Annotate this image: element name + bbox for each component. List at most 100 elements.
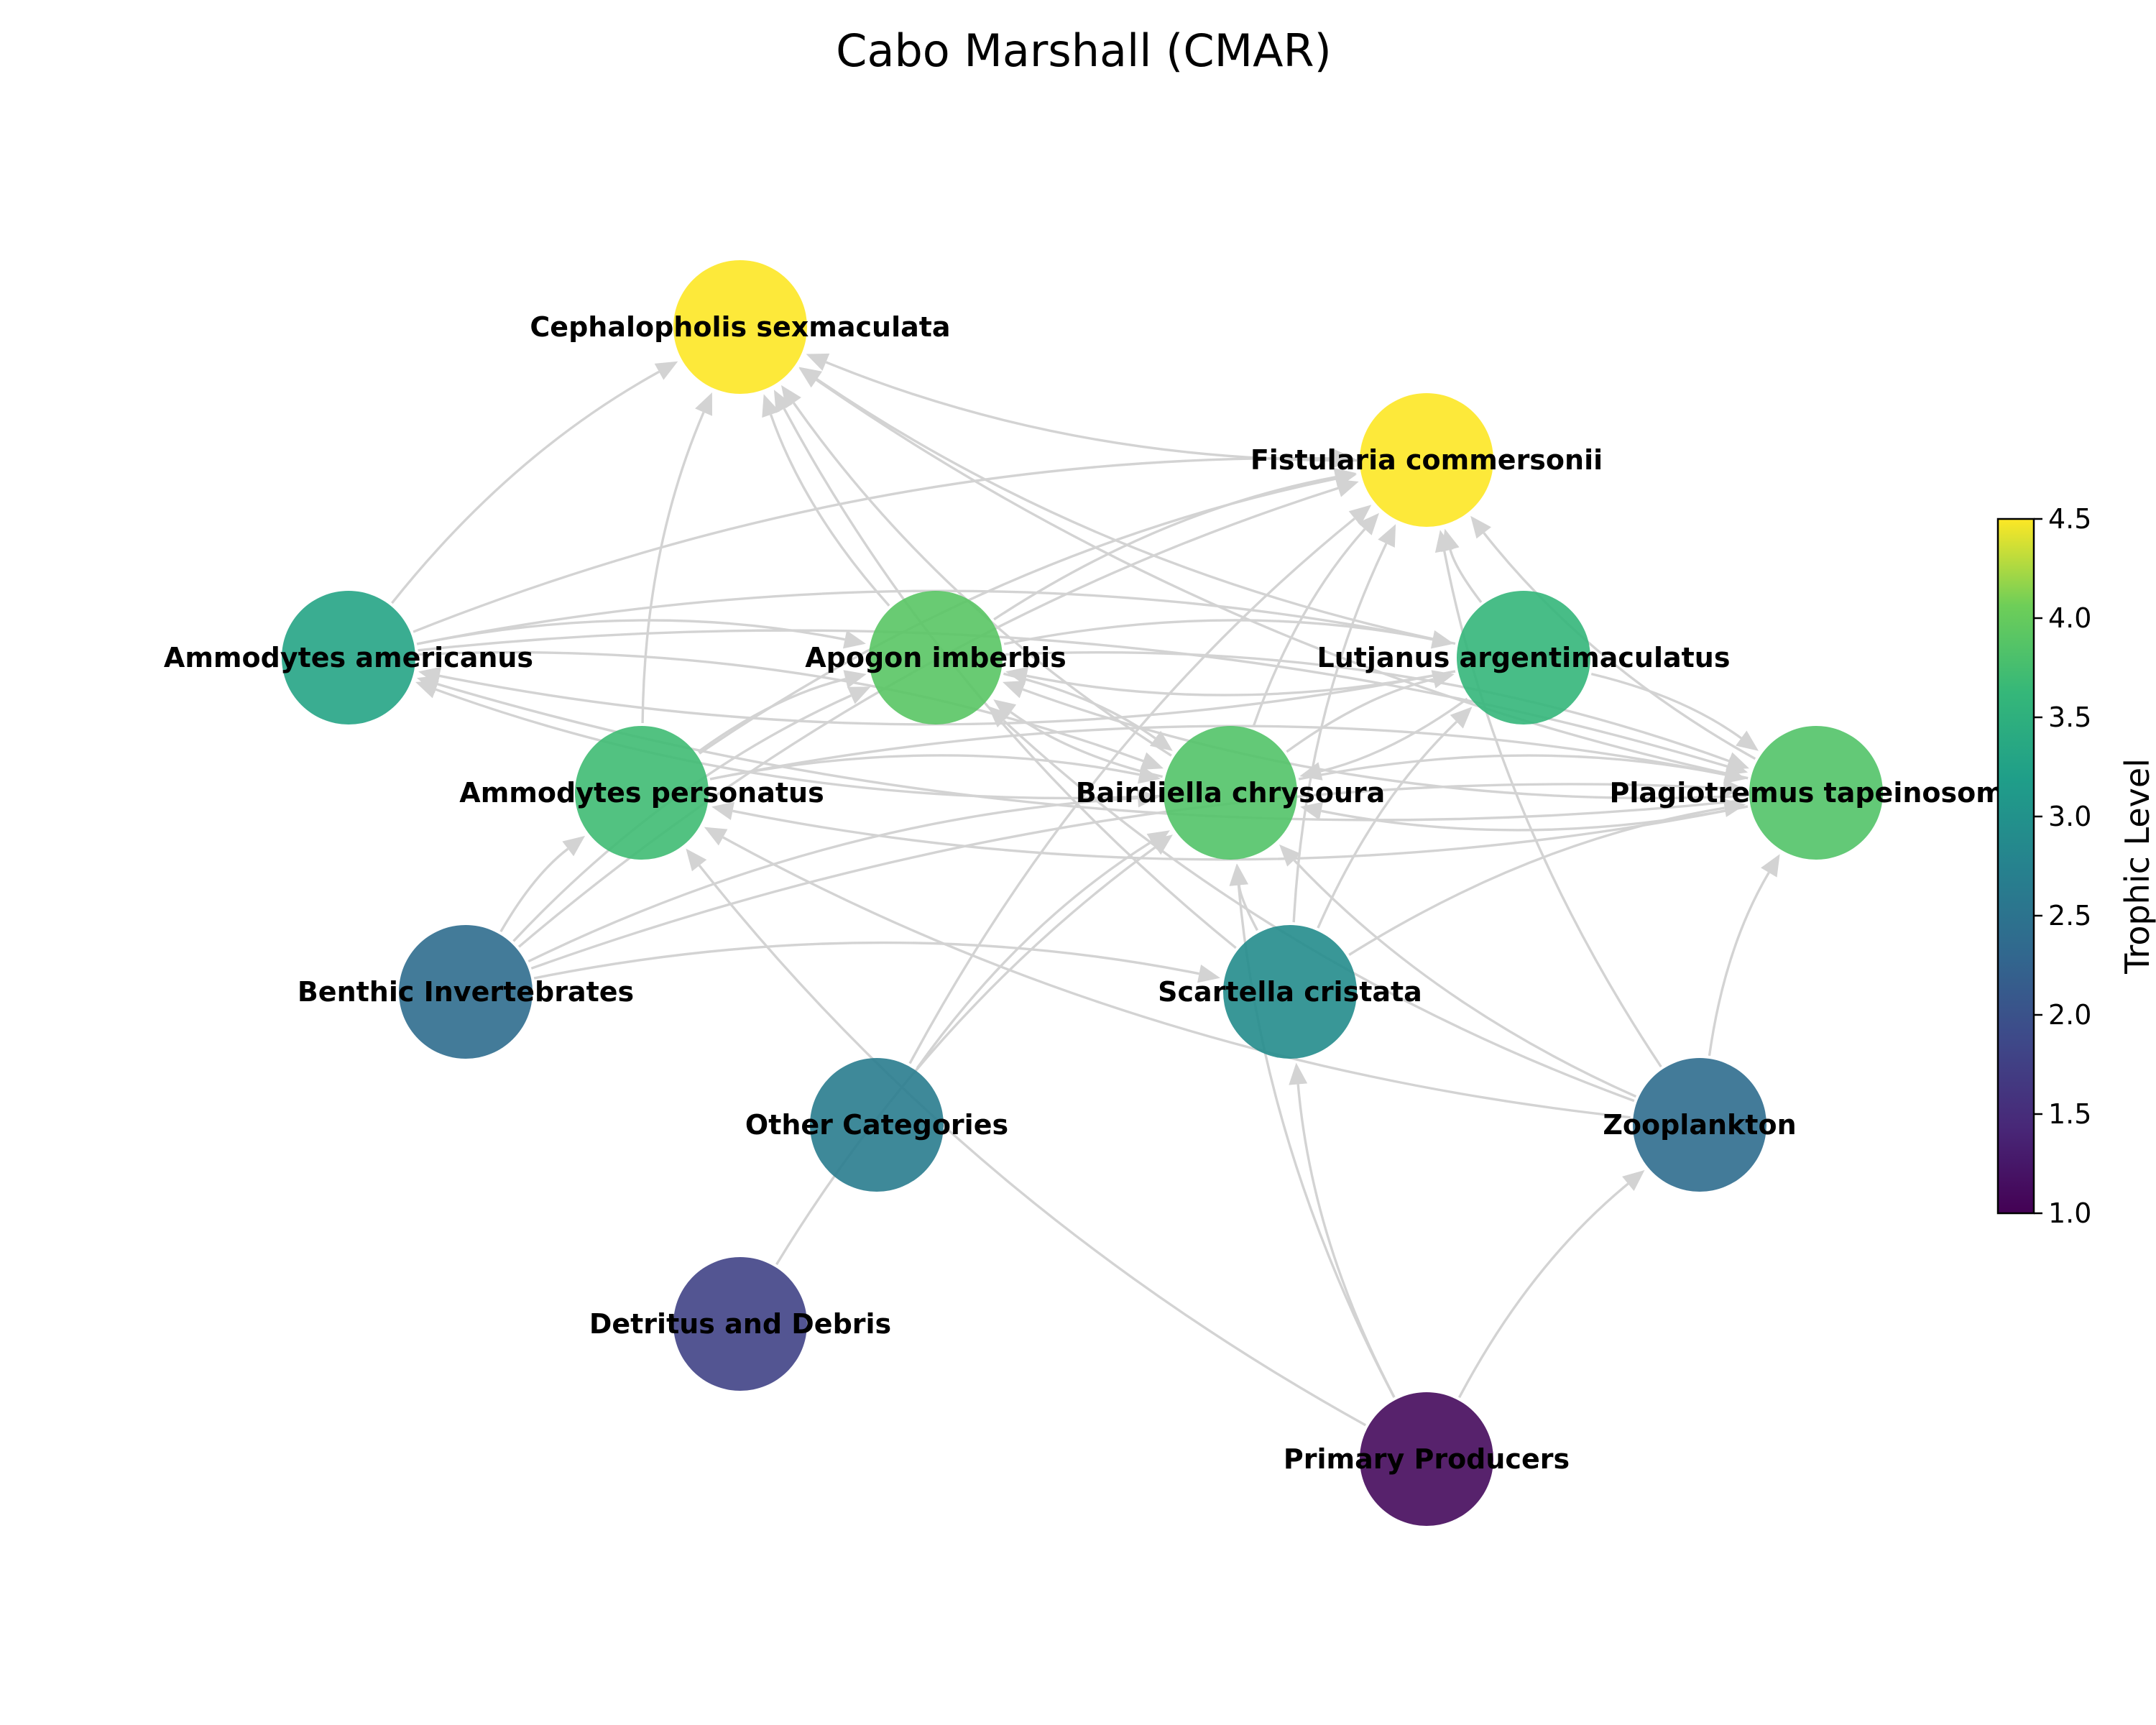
edge-scartella-to-fistularia — [1292, 543, 1388, 923]
arrowhead-benthic-to-apogon — [847, 686, 871, 704]
arrowhead-apogon-to-plagiotremus — [1726, 752, 1749, 770]
edge-ammodytes_pe-to-plagiotremus — [709, 724, 1726, 781]
edge-plagiotremus-to-apogon — [1022, 688, 1747, 800]
edge-lutjanus-to-plagiotremus — [1590, 672, 1742, 740]
colorbar-tick-label: 1.5 — [2048, 1098, 2091, 1130]
arrowhead-ammodytes_pe-to-fistularia — [1334, 469, 1357, 488]
node-fistularia — [1360, 393, 1493, 527]
edge-other-to-bairdiella — [916, 840, 1153, 1069]
arrowhead-primary-to-ammodytes_pe — [686, 848, 707, 872]
edge-lutjanus-to-bairdiella — [1320, 697, 1468, 773]
arrowhead-zooplankton-to-ammodytes_pe — [704, 827, 728, 846]
node-cephalopholis — [673, 260, 807, 394]
node-primary — [1360, 1392, 1493, 1526]
arrowhead-detritus-to-bairdiella — [1150, 834, 1173, 855]
edge-apogon-to-plagiotremus — [1005, 650, 1730, 763]
node-label-fistularia: Fistularia commersonii — [1250, 444, 1603, 476]
arrowhead-ammodytes_am-to-apogon — [843, 630, 866, 649]
edge-benthic-to-bairdiella — [528, 796, 1138, 963]
edge-ammodytes_am-to-lutjanus — [416, 589, 1433, 645]
edge-bairdiella-to-plagiotremus — [1298, 754, 1726, 781]
arrowhead-zooplankton-to-bairdiella — [1279, 844, 1302, 867]
arrowhead-ammodytes_pe-to-cephalopholis — [695, 392, 712, 416]
node-label-ammodytes_am: Ammodytes americanus — [164, 642, 533, 673]
edge-apogon-to-lutjanus — [1003, 619, 1433, 645]
nodes-layer — [282, 260, 1883, 1526]
edge-ammodytes_pe-to-fistularia — [699, 477, 1337, 755]
node-ammodytes_pe — [575, 726, 709, 860]
node-label-cephalopholis: Cephalopholis sexmaculata — [530, 311, 950, 343]
colorbar-tick-label: 1.0 — [2048, 1197, 2091, 1229]
arrowhead-zooplankton-to-apogon — [987, 706, 1010, 728]
colorbar-label: Trophic Level — [2118, 758, 2156, 975]
arrowhead-bairdiella-to-apogon — [993, 699, 1017, 720]
arrowhead-benthic-to-plagiotremus — [1723, 778, 1746, 798]
arrowhead-plagiotremus-to-cephalopholis — [798, 367, 822, 388]
node-label-primary: Primary Producers — [1284, 1443, 1570, 1475]
arrowhead-zooplankton-to-plagiotremus — [1761, 854, 1780, 878]
edges-layer — [391, 353, 1780, 1427]
edge-primary-to-scartella — [1296, 1084, 1396, 1398]
colorbar: 1.0 1.5 2.0 2.5 3.0 3.5 4.0 4.5 Trophic Level — [1996, 503, 2156, 1229]
arrowhead-plagiotremus-to-apogon — [1003, 681, 1026, 699]
edge-primary-to-zooplankton — [1457, 1182, 1629, 1399]
colorbar-tick-label: 4.0 — [2048, 602, 2091, 634]
arrowhead-ammodytes_am-to-bairdiella — [1140, 752, 1164, 770]
arrowhead-scartella-to-lutjanus — [1450, 707, 1473, 729]
node-label-ammodytes_pe: Ammodytes personatus — [459, 777, 824, 809]
labels-layer: Cephalopholis sexmaculata Fistularia comm… — [164, 311, 2023, 1475]
node-label-lutjanus: Lutjanus argentimaculatus — [1317, 642, 1731, 673]
arrowhead-ammodytes_pe-to-bairdiella — [1138, 765, 1161, 784]
colorbar-ticks: 1.0 1.5 2.0 2.5 3.0 3.5 4.0 4.5 — [2034, 503, 2091, 1229]
node-label-apogon: Apogon imberbis — [805, 642, 1067, 673]
arrowhead-bairdiella-to-fistularia — [1358, 512, 1379, 535]
arrowhead-lutjanus-to-ammodytes_am — [418, 666, 441, 685]
edge-bairdiella-to-ammodytes_am — [435, 688, 1161, 800]
arrowhead-primary-to-bairdiella — [1229, 863, 1248, 886]
edge-apogon-to-cephalopholis — [769, 414, 890, 607]
node-label-plagiotremus: Plagiotremus tapeinosoma — [1610, 777, 2023, 809]
arrowhead-fistularia-to-cephalopholis — [806, 353, 830, 371]
edge-zooplankton-to-bairdiella — [1293, 859, 1637, 1098]
colorbar-tick-label: 3.0 — [2048, 801, 2091, 832]
arrowhead-apogon-to-cephalopholis — [762, 394, 780, 418]
node-label-detritus: Detritus and Debris — [589, 1308, 891, 1340]
arrowhead-scartella-to-fistularia — [1378, 524, 1396, 548]
edge-ammodytes_am-to-fistularia — [413, 456, 1335, 633]
arrowhead-benthic-to-ammodytes_pe — [562, 835, 586, 857]
arrowhead-other-to-fistularia — [1348, 505, 1372, 526]
edge-ammodytes_pe-to-apogon — [697, 678, 846, 753]
node-lutjanus — [1457, 591, 1590, 724]
node-other — [810, 1058, 944, 1192]
edge-bairdiella-to-lutjanus — [1286, 678, 1434, 753]
arrowhead-apogon-to-bairdiella — [1149, 730, 1173, 751]
edge-ammodytes_am-to-cephalopholis — [391, 370, 660, 604]
edge-zooplankton-to-fistularia — [1443, 551, 1662, 1068]
node-label-scartella: Scartella cristata — [1158, 976, 1422, 1008]
edge-bairdiella-to-cephalopholis — [792, 402, 1172, 757]
edge-lutjanus-to-fistularia — [1449, 549, 1483, 604]
arrowhead-plagiotremus-to-bairdiella — [1300, 801, 1323, 820]
colorbar-tick-label: 2.0 — [2048, 999, 2091, 1031]
node-benthic — [399, 925, 533, 1059]
node-label-zooplankton: Zooplankton — [1603, 1109, 1796, 1141]
node-label-bairdiella: Bairdiella chrysoura — [1076, 777, 1386, 809]
edge-lutjanus-to-ammodytes_am — [439, 670, 1456, 726]
arrowhead-apogon-to-lutjanus — [1431, 630, 1454, 649]
edge-apogon-to-fistularia — [993, 476, 1336, 621]
arrowhead-ammodytes_am-to-cephalopholis — [654, 361, 678, 380]
edge-scartella-to-plagiotremus — [1348, 806, 1725, 956]
arrowhead-zooplankton-to-fistularia — [1434, 530, 1454, 553]
edge-zooplankton-to-plagiotremus — [1708, 872, 1770, 1057]
node-plagiotremus — [1749, 726, 1883, 860]
chart-title: Cabo Marshall (CMAR) — [836, 24, 1332, 77]
arrowhead-bairdiella-to-plagiotremus — [1723, 765, 1746, 784]
edge-detritus-to-bairdiella — [775, 846, 1156, 1266]
arrowhead-plagiotremus-to-ammodytes_pe — [711, 801, 734, 820]
arrowhead-bairdiella-to-ammodytes_am — [415, 681, 439, 699]
node-scartella — [1223, 925, 1357, 1059]
colorbar-tick-label: 4.5 — [2048, 503, 2091, 535]
node-apogon — [869, 591, 1003, 724]
arrowhead-benthic-to-bairdiella — [1137, 788, 1160, 808]
